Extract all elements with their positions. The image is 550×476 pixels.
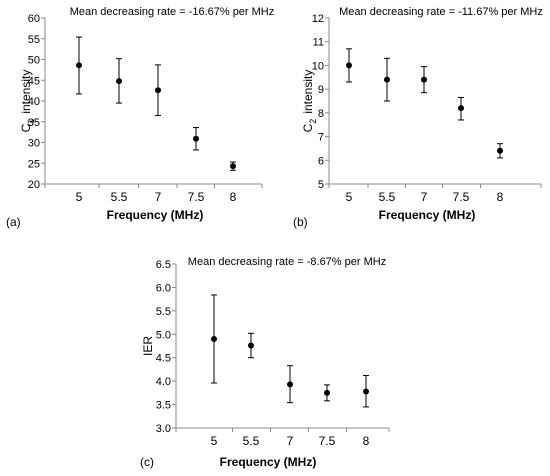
y-tick-label: 35 (28, 117, 40, 129)
y-tick-label: 40 (28, 96, 40, 108)
y-tick-label: 12 (312, 13, 324, 25)
y-tick-label: 60 (28, 13, 40, 25)
y-tick-label: 5.5 (156, 306, 171, 318)
y-axis-title-rest: intensity (301, 70, 315, 114)
y-tick-label: 10 (312, 60, 324, 72)
x-tick-label: 8 (230, 190, 237, 204)
data-point (76, 62, 82, 69)
data-point (497, 147, 503, 154)
y-tick-label: 5 (318, 179, 324, 191)
x-tick-label: 7 (287, 434, 294, 448)
y-tick-label: 3.5 (156, 400, 171, 412)
panel-label: (a) (6, 215, 21, 229)
panel-label: (c) (140, 455, 154, 469)
y-axis-title-subscript: 1 (26, 119, 36, 124)
y-axis-title-rest: intensity (19, 70, 33, 114)
y-tick-label: 4.5 (156, 353, 171, 365)
data-point (458, 105, 464, 112)
x-tick-label: 5 (211, 434, 218, 448)
x-axis-title: Frequency (MHz) (379, 208, 476, 222)
y-tick-label: 7 (318, 132, 324, 144)
y-tick-label: 50 (28, 55, 40, 67)
y-axis-title: IER (141, 336, 155, 356)
data-point (287, 381, 293, 388)
data-point (324, 389, 330, 396)
x-tick-label: 7.5 (319, 434, 336, 448)
x-tick-label: 7 (155, 190, 162, 204)
x-tick-label: 5.5 (111, 190, 128, 204)
annotation: Mean decreasing rate = -8.67% per MHz (188, 256, 386, 268)
y-tick-label: 55 (28, 34, 40, 46)
annotation: Mean decreasing rate = -16.67% per MHz (70, 6, 275, 18)
y-tick-label: 30 (28, 138, 40, 150)
chart-panel-0: 20 25 30 35 40 45 50 55 60 5 5.5 7 7.5 8 Mean decreasi… (6, 6, 274, 229)
y-tick-label: 25 (28, 158, 40, 170)
data-point (363, 388, 369, 395)
y-tick-label: 9 (318, 84, 324, 96)
data-point (230, 163, 236, 170)
y-axis-title: C1 intensity (19, 70, 36, 133)
x-axis-title: Frequency (MHz) (220, 455, 317, 469)
x-axis-title: Frequency (MHz) (107, 208, 204, 222)
x-tick-label: 7 (421, 190, 428, 204)
y-tick-label: 5.0 (156, 329, 171, 341)
y-axis-title-main: IER (141, 336, 155, 356)
chart-panel-2: 3.0 3.5 4.0 4.5 5.0 5.5 6.0 6.5 5 5.5 7 7.5 8 Mean de… (140, 256, 390, 469)
annotation: Mean decreasing rate = -11.67% per MHz (339, 6, 543, 18)
x-tick-label: 5.5 (243, 434, 260, 448)
y-tick-label: 6 (318, 155, 324, 167)
y-axis-title: C2 intensity (301, 70, 318, 133)
y-tick-label: 6.5 (156, 259, 171, 271)
x-tick-label: 7.5 (453, 190, 470, 204)
x-tick-label: 5 (346, 190, 353, 204)
y-tick-label: 6.0 (156, 282, 171, 294)
data-point (193, 135, 199, 142)
y-tick-label: 3.0 (156, 423, 171, 435)
data-point (211, 335, 217, 342)
y-axis-title-main: C (301, 123, 315, 132)
x-tick-label: 5 (76, 190, 83, 204)
y-tick-label: 20 (28, 179, 40, 191)
chart-panel-1: 5 6 7 8 9 10 11 12 5 5.5 7 7.5 8 Mean decreasing rate… (293, 6, 543, 229)
x-tick-label: 8 (497, 190, 504, 204)
y-tick-label: 8 (318, 108, 324, 120)
y-axis-title-subscript: 2 (308, 119, 318, 124)
data-point (421, 76, 427, 83)
y-axis-title-main: C (19, 123, 33, 132)
y-tick-label: 45 (28, 75, 40, 87)
data-point (346, 62, 352, 69)
data-point (384, 76, 390, 83)
x-tick-label: 5.5 (379, 190, 396, 204)
data-point (155, 87, 161, 94)
x-tick-label: 8 (363, 434, 370, 448)
data-point (248, 342, 254, 349)
y-tick-label: 11 (313, 37, 324, 49)
y-tick-label: 4.0 (156, 376, 171, 388)
data-point (116, 78, 122, 85)
panel-label: (b) (293, 215, 308, 229)
x-tick-label: 7.5 (188, 190, 205, 204)
